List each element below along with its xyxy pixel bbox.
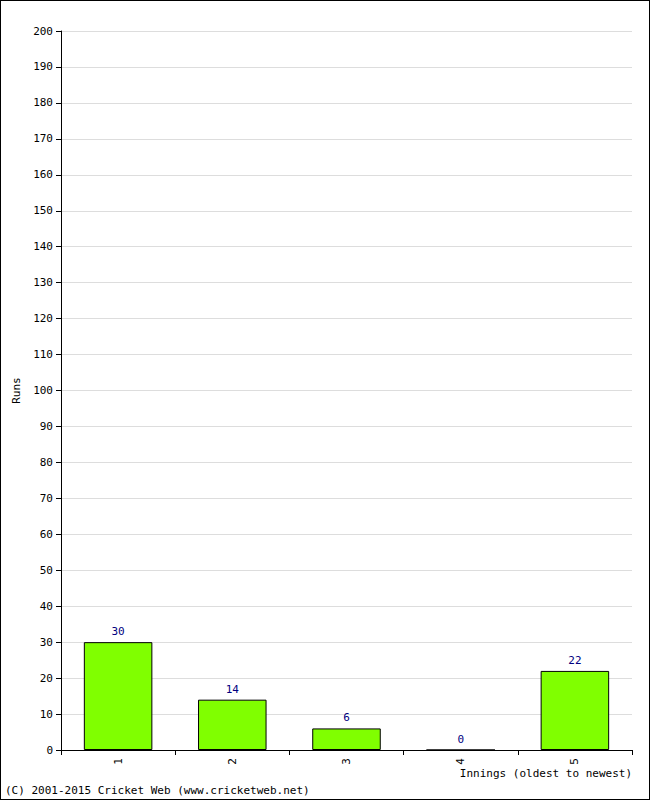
svg-text:200: 200 bbox=[33, 25, 53, 38]
svg-text:5: 5 bbox=[568, 758, 581, 765]
svg-text:140: 140 bbox=[33, 240, 53, 253]
svg-text:0: 0 bbox=[46, 744, 53, 757]
svg-text:1: 1 bbox=[112, 758, 125, 765]
svg-text:120: 120 bbox=[33, 312, 53, 325]
svg-text:150: 150 bbox=[33, 204, 53, 217]
svg-text:Runs: Runs bbox=[10, 377, 23, 404]
svg-text:90: 90 bbox=[40, 420, 53, 433]
svg-text:22: 22 bbox=[568, 654, 581, 667]
svg-text:50: 50 bbox=[40, 564, 53, 577]
svg-text:30: 30 bbox=[40, 636, 53, 649]
svg-text:14: 14 bbox=[226, 683, 240, 696]
svg-text:60: 60 bbox=[40, 528, 53, 541]
svg-text:(C) 2001-2015 Cricket Web (www: (C) 2001-2015 Cricket Web (www.cricketwe… bbox=[5, 784, 310, 797]
svg-text:80: 80 bbox=[40, 456, 53, 469]
svg-text:3: 3 bbox=[340, 758, 353, 765]
svg-text:70: 70 bbox=[40, 492, 53, 505]
svg-text:170: 170 bbox=[33, 132, 53, 145]
svg-text:130: 130 bbox=[33, 276, 53, 289]
svg-text:20: 20 bbox=[40, 672, 53, 685]
svg-text:6: 6 bbox=[343, 711, 350, 724]
svg-text:2: 2 bbox=[226, 758, 239, 765]
svg-text:160: 160 bbox=[33, 168, 53, 181]
svg-text:0: 0 bbox=[457, 733, 464, 746]
svg-text:180: 180 bbox=[33, 96, 53, 109]
svg-text:30: 30 bbox=[111, 625, 124, 638]
svg-text:Innings (oldest to newest): Innings (oldest to newest) bbox=[460, 767, 632, 780]
svg-text:100: 100 bbox=[33, 384, 53, 397]
svg-text:4: 4 bbox=[454, 758, 467, 765]
svg-text:190: 190 bbox=[33, 60, 53, 73]
svg-text:110: 110 bbox=[33, 348, 53, 361]
svg-text:40: 40 bbox=[40, 600, 53, 613]
svg-text:10: 10 bbox=[40, 708, 53, 721]
